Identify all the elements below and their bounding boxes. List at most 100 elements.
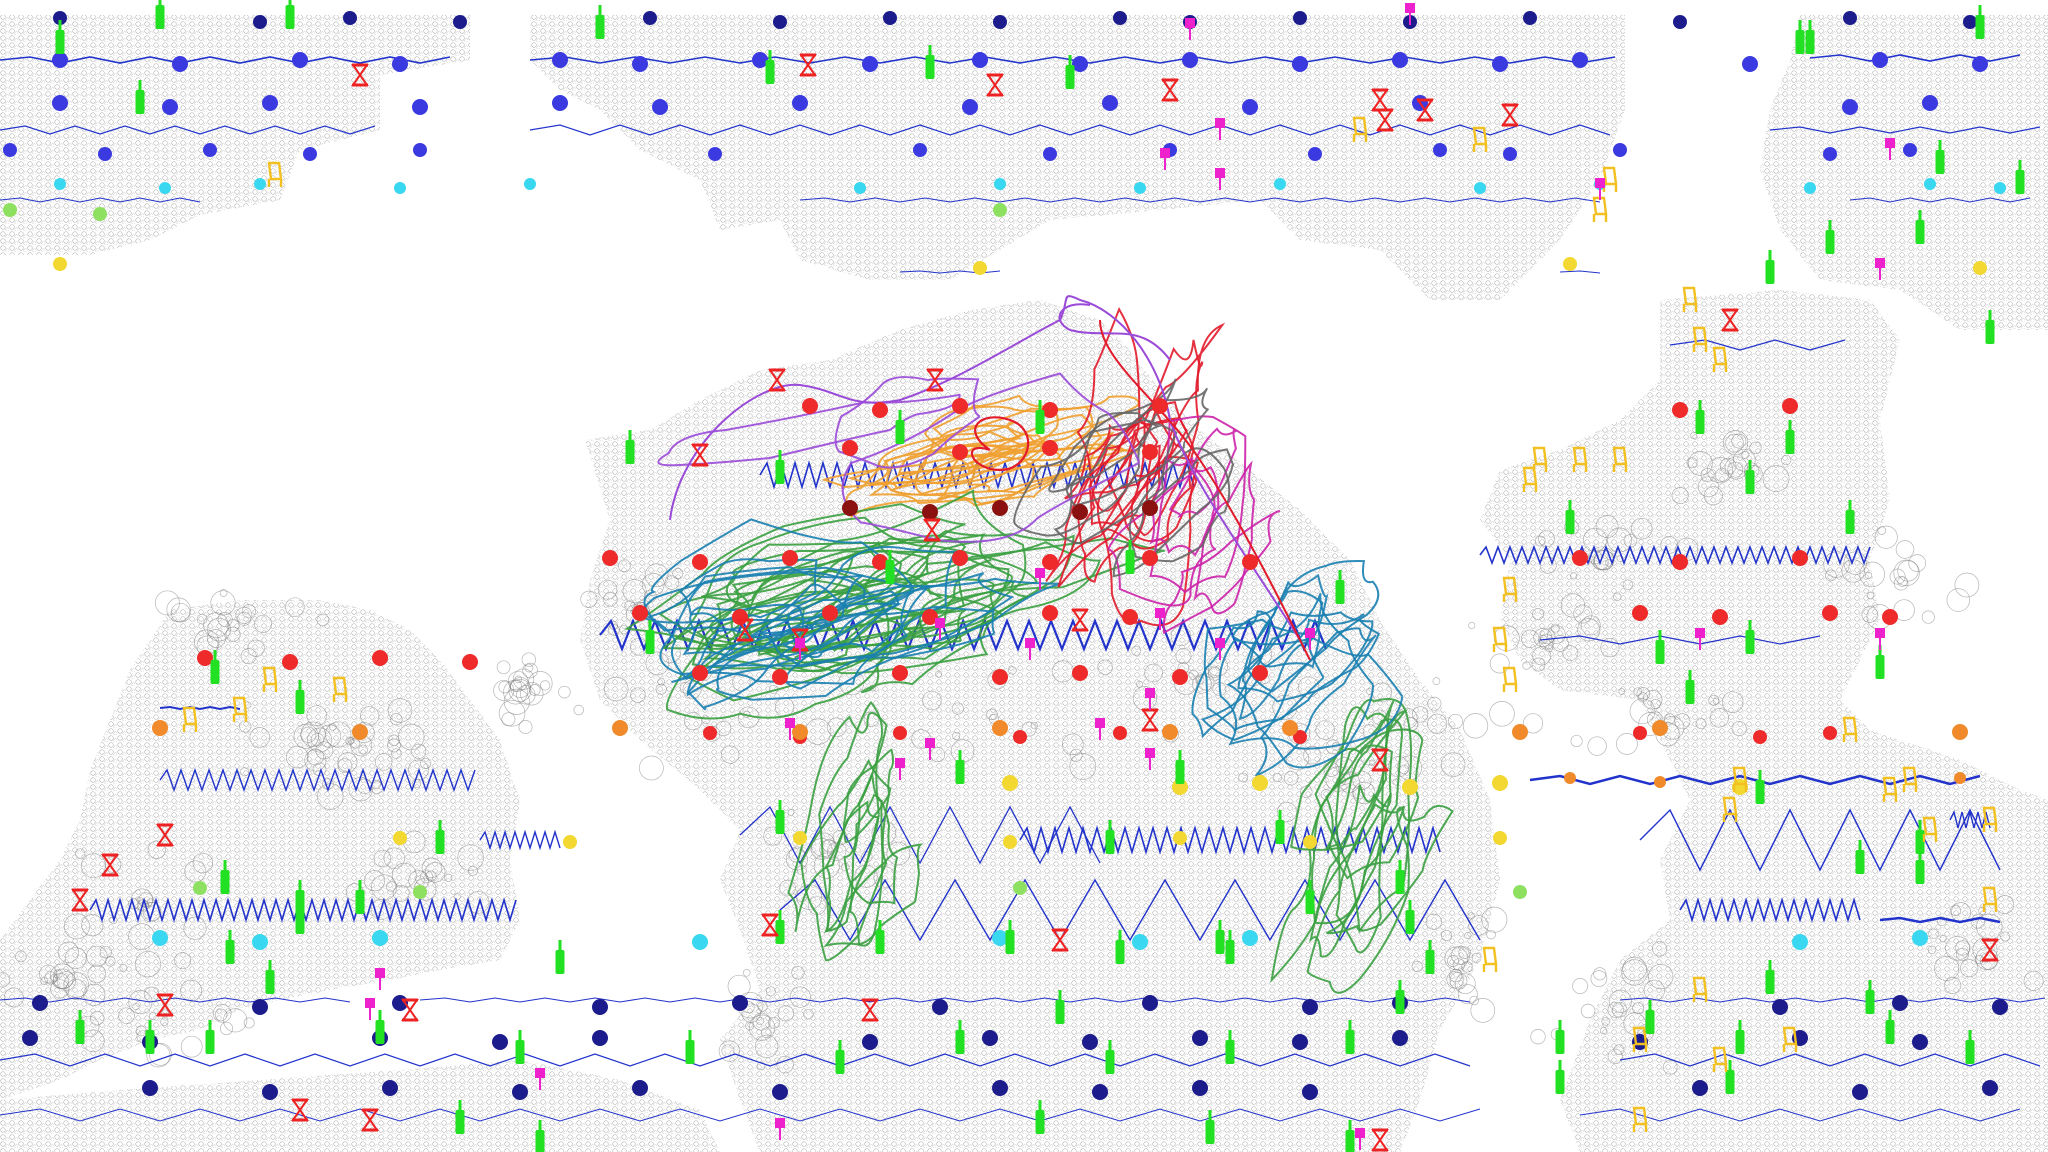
texture-cluster-circle — [2023, 970, 2044, 991]
bottle-marker-neck — [1768, 960, 1772, 971]
texture-cluster-circle — [119, 963, 128, 972]
wave-line — [1619, 1053, 2041, 1067]
texture-cluster-circle — [1440, 752, 1466, 777]
texture-cluster-circle — [1671, 487, 1689, 505]
texture-cluster-circle — [1908, 554, 1927, 572]
texture-cluster-circle — [756, 1061, 766, 1071]
bottle-marker-neck — [1858, 840, 1862, 851]
dot-marker — [992, 930, 1008, 946]
texture-cluster-circle — [1616, 555, 1624, 562]
chair-marker-shape — [1472, 126, 1488, 152]
texture-cluster-circle — [1824, 569, 1837, 582]
bottle-marker-icon — [1855, 840, 1865, 874]
bottle-marker-body — [1345, 1130, 1355, 1152]
texture-cluster-circle — [87, 964, 107, 984]
track-loop — [1149, 415, 1247, 594]
texture-cluster-circle — [791, 966, 805, 980]
bottle-marker-neck — [878, 920, 882, 931]
dot-marker — [1572, 550, 1588, 566]
texture-cluster-circle — [212, 1003, 232, 1023]
texture-cluster-circle — [1464, 931, 1472, 940]
wave-line — [1639, 808, 2001, 872]
bottle-marker-neck — [958, 750, 962, 761]
texture-cluster-circle — [1616, 733, 1638, 755]
texture-cluster-circle — [1175, 648, 1192, 665]
pushpin-marker-head — [1145, 688, 1155, 698]
texture-cluster-circle — [1934, 955, 1960, 981]
texture-cluster-circle — [57, 941, 80, 963]
dot-marker — [692, 665, 708, 681]
chair-marker-icon — [1712, 346, 1728, 372]
bottle-marker-body — [295, 910, 305, 934]
texture-cluster-circle — [1470, 998, 1496, 1023]
hourglass-marker-icon — [361, 1108, 379, 1132]
track-loop — [671, 590, 900, 683]
texture-cluster-circle — [657, 677, 666, 686]
texture-cluster-circle — [467, 865, 479, 877]
texture-cluster-circle — [304, 749, 327, 772]
track-loop — [686, 602, 903, 697]
bottle-marker-body — [1915, 860, 1925, 884]
land-mass — [1480, 290, 2048, 1152]
pushpin-marker-head — [1215, 118, 1225, 128]
bottle-marker-body — [75, 1020, 85, 1044]
dot-marker — [1308, 147, 1322, 161]
texture-cluster-circle — [1955, 940, 1971, 956]
dot-marker — [854, 182, 866, 194]
texture-cluster-circle — [148, 1012, 157, 1020]
dot-marker — [612, 720, 628, 736]
texture-cluster-circle — [1069, 753, 1097, 780]
dot-marker — [973, 261, 987, 275]
bottle-marker-body — [1855, 850, 1865, 874]
dot-marker — [1912, 1034, 1928, 1050]
texture-cluster-circle — [803, 1008, 814, 1020]
bottle-marker-neck — [1178, 750, 1182, 761]
texture-cluster-circle — [684, 712, 703, 731]
dot-marker — [992, 500, 1008, 516]
texture-cluster-circle — [325, 721, 352, 748]
bottle-marker-body — [1655, 640, 1665, 664]
dot-marker — [343, 11, 357, 25]
dot-marker — [262, 1084, 278, 1100]
pushpin-marker-head — [785, 718, 795, 728]
texture-cluster-circle — [787, 809, 795, 816]
track-loop — [641, 570, 866, 624]
wave-line — [0, 1108, 1481, 1122]
texture-cluster-circle — [1861, 606, 1878, 623]
texture-cluster-circle — [777, 1005, 794, 1022]
bottle-marker-icon — [1965, 1030, 1975, 1064]
dot-marker — [492, 1034, 508, 1050]
bottle-marker-neck — [1038, 1100, 1042, 1111]
pushpin-marker-head — [925, 738, 935, 748]
texture-cluster-circle — [1522, 713, 1544, 734]
dot-marker — [1082, 1034, 1098, 1050]
dot-marker — [1302, 999, 1318, 1015]
bottle-marker-neck — [1068, 55, 1072, 66]
texture-cluster-circle — [641, 573, 665, 596]
dot-marker — [1092, 1084, 1108, 1100]
bottle-marker-icon — [555, 940, 565, 974]
texture-cluster-circle — [1960, 959, 1979, 978]
bottle-marker-neck — [1568, 500, 1572, 511]
dot-marker — [1142, 444, 1158, 460]
bottle-marker-icon — [1345, 1020, 1355, 1054]
texture-cluster-circle — [1595, 515, 1619, 538]
bottle-marker-icon — [1555, 1060, 1565, 1094]
bottle-marker-neck — [458, 1100, 462, 1111]
chair-marker-shape — [1682, 286, 1698, 312]
bottle-marker-neck — [1918, 820, 1922, 831]
dot-marker — [992, 669, 1008, 685]
bottle-marker-icon — [145, 1020, 155, 1054]
dot-marker — [1293, 11, 1307, 25]
bottle-marker-icon — [205, 1020, 215, 1054]
texture-cluster-circle — [1573, 604, 1593, 624]
texture-cluster-circle — [1618, 688, 1626, 695]
texture-cluster-circle — [779, 879, 796, 897]
dot-marker — [708, 147, 722, 161]
bottle-marker-body — [1275, 820, 1285, 844]
pushpin-marker-icon — [1695, 628, 1705, 650]
texture-cluster-circle — [373, 849, 392, 868]
bottle-marker-neck — [1828, 220, 1832, 231]
dot-marker — [372, 930, 388, 946]
